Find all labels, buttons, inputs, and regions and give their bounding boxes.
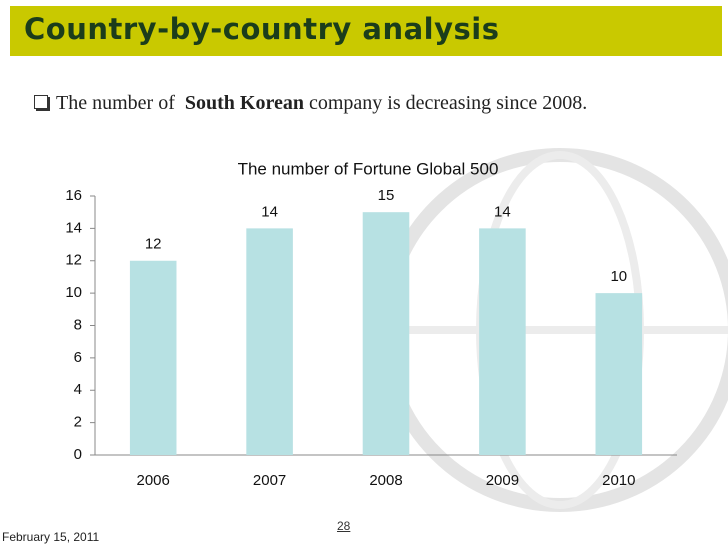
bar xyxy=(479,228,526,455)
x-tick-label: 2010 xyxy=(602,472,635,489)
bar xyxy=(362,212,410,455)
bar xyxy=(129,260,177,455)
x-tick-label: 2007 xyxy=(253,472,286,489)
date: February 15, 2011 xyxy=(2,530,100,544)
x-tick-label: 2008 xyxy=(369,472,402,489)
data-label: 10 xyxy=(610,268,627,285)
x-tick-label: 2009 xyxy=(486,472,519,489)
y-tick-label: 0 xyxy=(74,446,82,463)
bullet-text: The number of xyxy=(56,92,175,114)
y-tick-label: 16 xyxy=(65,187,82,204)
data-label: 15 xyxy=(378,187,395,204)
data-label: 14 xyxy=(494,203,511,220)
y-tick-label: 10 xyxy=(65,284,82,301)
x-tick-label: 2006 xyxy=(137,472,170,489)
y-tick-label: 14 xyxy=(65,219,82,236)
y-tick-label: 2 xyxy=(74,414,82,431)
bullet-bold: South Korean xyxy=(184,92,304,114)
bullet-text: company is decreasing since 2008. xyxy=(308,92,588,114)
slide-title: Country-by-country analysis xyxy=(24,12,500,46)
bullet: The number of South Korean company is de… xyxy=(34,92,587,115)
chart-title: The number of Fortune Global 500 xyxy=(238,159,499,178)
y-tick-label: 8 xyxy=(74,316,82,333)
y-tick-label: 4 xyxy=(74,381,82,398)
bullet-icon xyxy=(34,95,48,109)
y-tick-label: 12 xyxy=(65,252,82,269)
data-label: 14 xyxy=(261,203,278,220)
data-label: 12 xyxy=(145,236,162,253)
header-bar xyxy=(10,6,722,56)
page-number: 28 xyxy=(337,519,351,533)
y-tick-label: 6 xyxy=(74,349,82,366)
bar xyxy=(246,228,293,455)
bar xyxy=(595,293,643,455)
